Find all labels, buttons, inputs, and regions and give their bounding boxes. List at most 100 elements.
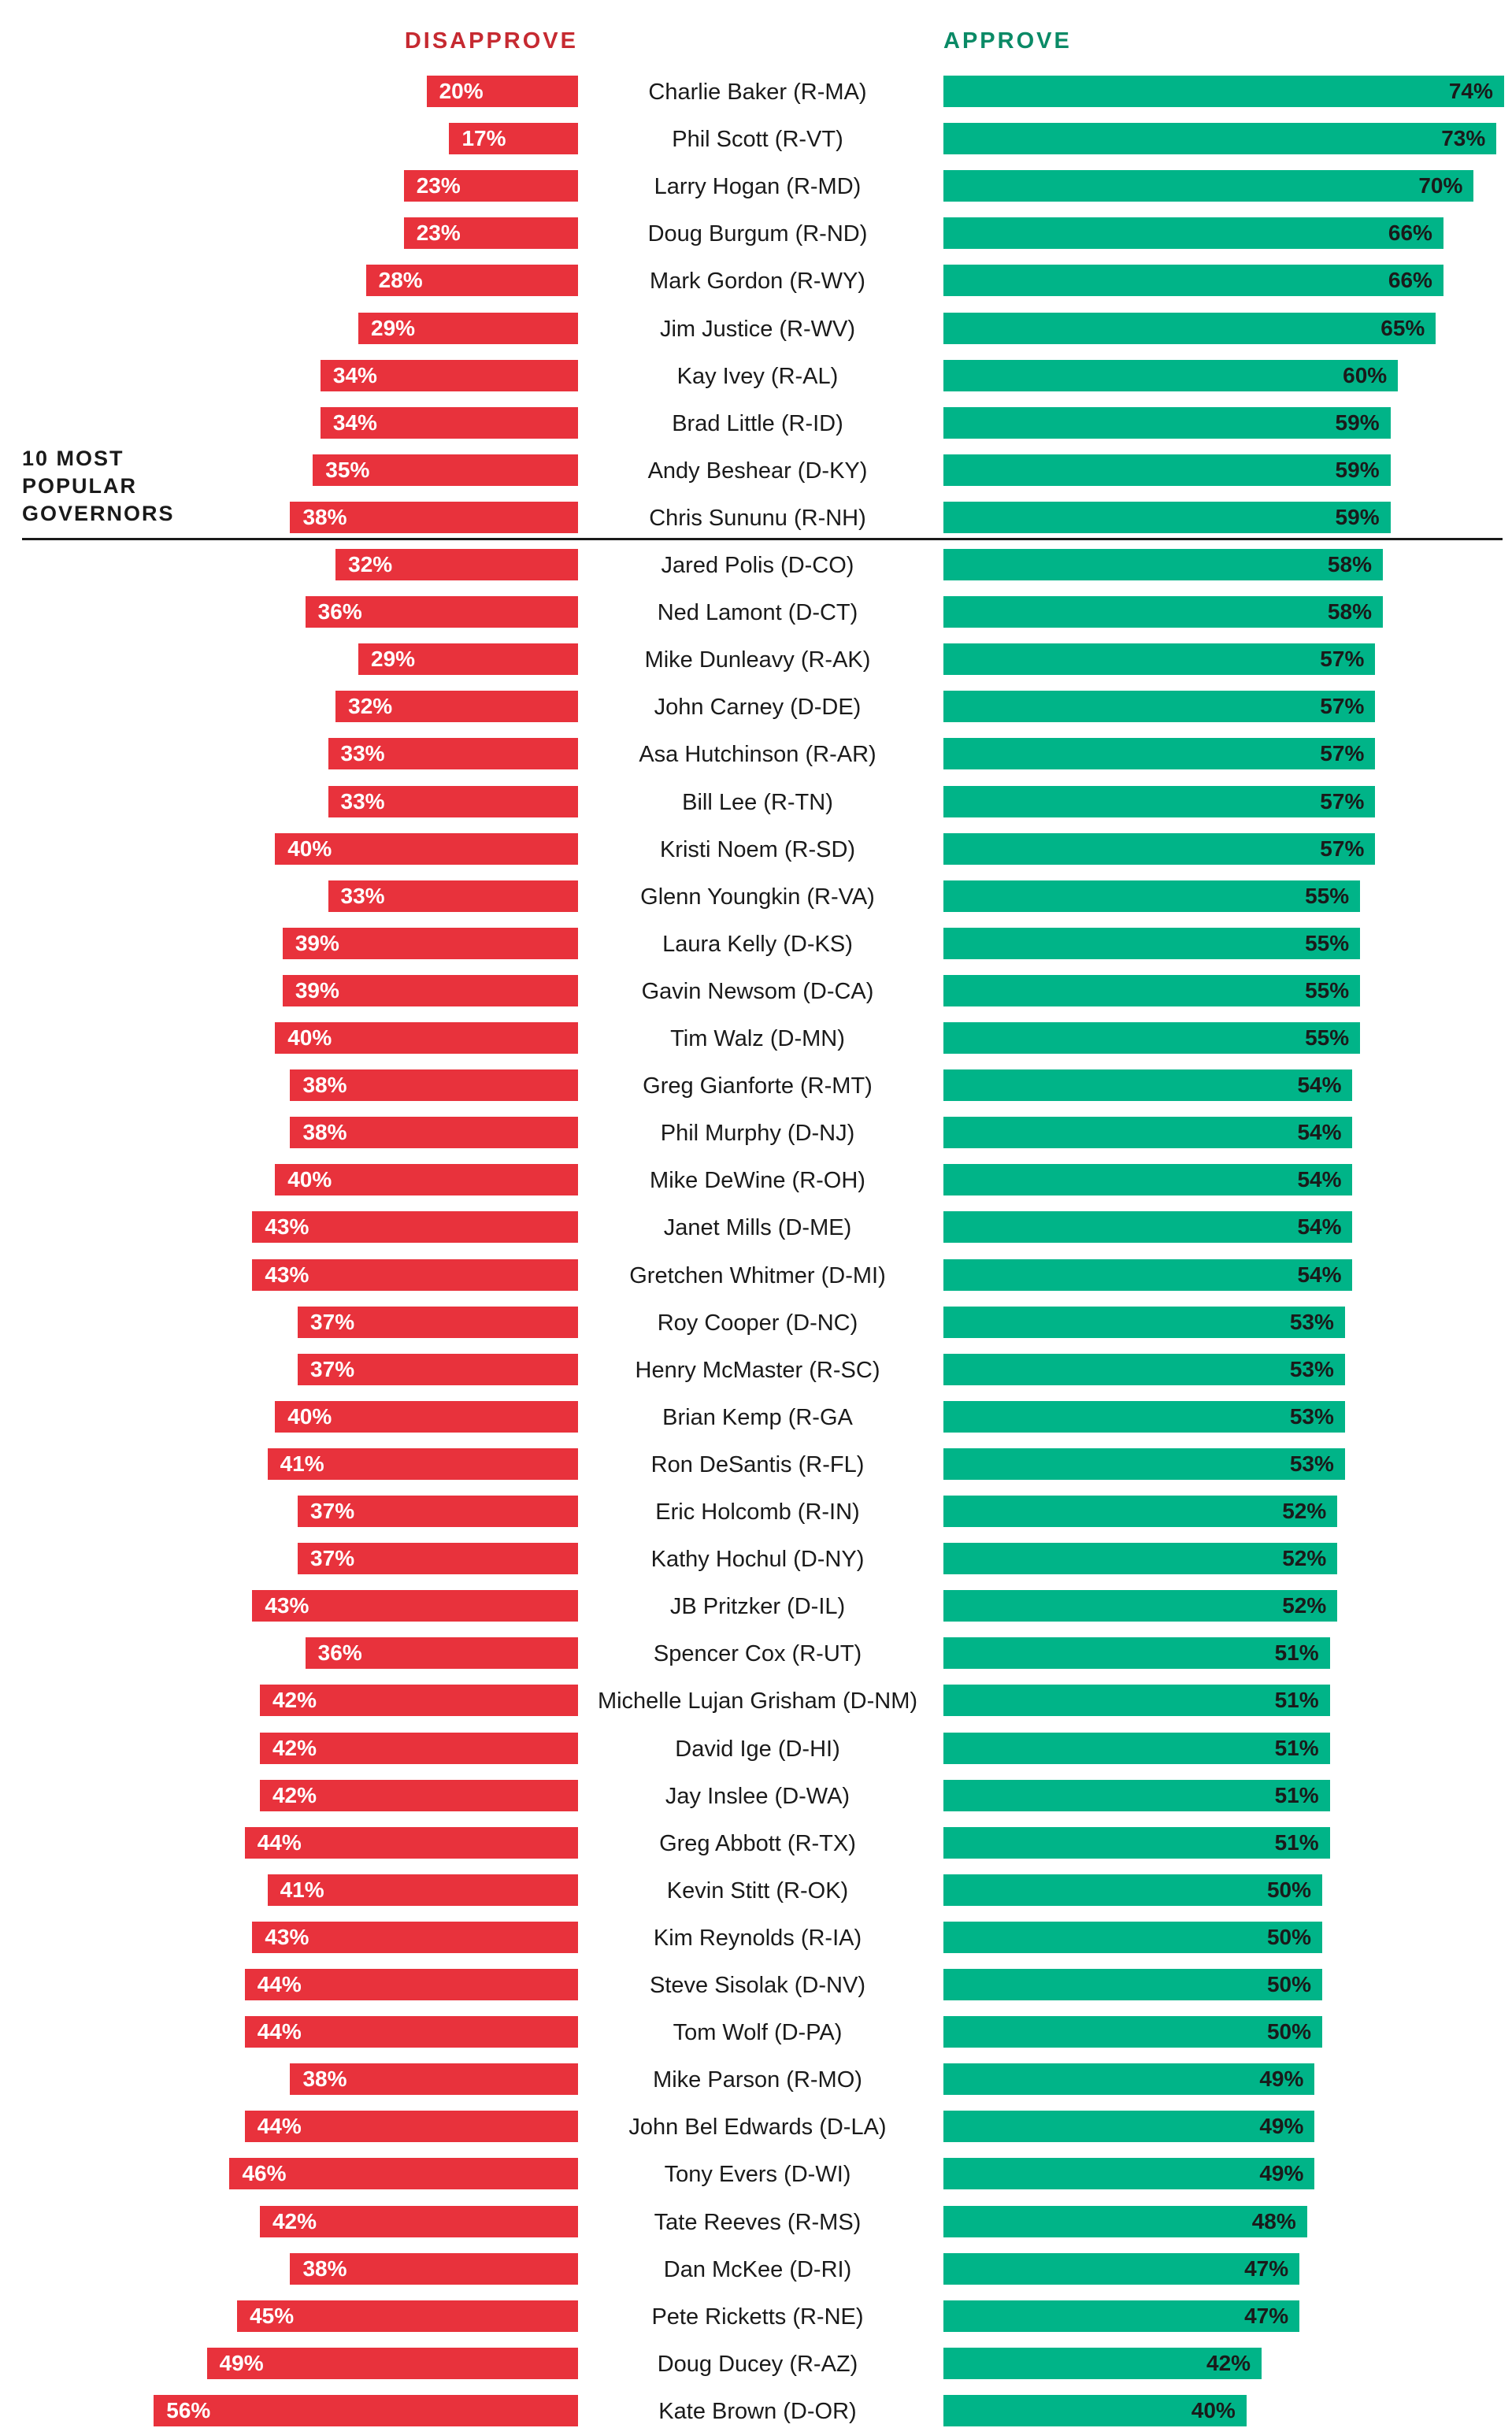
governor-row: 23% Larry Hogan (R-MD) 70% [0, 170, 1512, 202]
approve-bar [943, 2205, 1307, 2237]
disapprove-bar [305, 1637, 578, 1670]
approve-value: 66% [1388, 221, 1432, 246]
disapprove-bar [335, 691, 578, 723]
disapprove-bar [206, 2347, 578, 2379]
disapprove-bar [267, 1448, 578, 1480]
approve-bar [943, 2111, 1315, 2143]
approve-value: 66% [1388, 268, 1432, 293]
governor-name: Tate Reeves (R-MS) [654, 2209, 862, 2235]
approve-bar [943, 265, 1443, 297]
disapprove-value: 32% [348, 694, 393, 719]
approve-value: 55% [1305, 883, 1350, 908]
approve-bar [943, 1543, 1338, 1575]
disapprove-bar [335, 549, 578, 580]
disapprove-bar [313, 454, 578, 486]
governor-name: Charlie Baker (R-MA) [648, 80, 867, 105]
most-popular-label: 10 MOST POPULAR GOVERNORS [22, 445, 175, 528]
approve-value: 54% [1297, 1073, 1342, 1098]
approve-value: 47% [1244, 2303, 1289, 2328]
governor-row: 34% Brad Little (R-ID) 59% [0, 406, 1512, 439]
approve-value: 55% [1305, 930, 1350, 955]
approve-value: 54% [1297, 1120, 1342, 1145]
approve-bar [943, 1069, 1353, 1102]
governor-name: Dan McKee (D-RI) [663, 2256, 852, 2282]
approve-value: 51% [1274, 1688, 1319, 1713]
approve-value: 54% [1297, 1214, 1342, 1240]
disapprove-bar [282, 927, 578, 959]
governor-name: Brian Kemp (R-GA [662, 1404, 853, 1430]
approve-value: 57% [1320, 741, 1365, 766]
disapprove-value: 38% [302, 504, 347, 529]
disapprove-value: 37% [310, 1309, 355, 1334]
disapprove-bar [252, 1921, 578, 1953]
approve-bar [943, 1306, 1345, 1338]
disapprove-bar [259, 1732, 578, 1764]
governor-row: 35% Andy Beshear (D-KY) 59% [0, 454, 1512, 486]
governor-row: 29% Mike Dunleavy (R-AK) 57% [0, 643, 1512, 676]
approve-value: 57% [1320, 788, 1365, 814]
disapprove-value: 41% [280, 1877, 324, 1902]
approve-bar [943, 1969, 1322, 2000]
governor-name: Kate Brown (D-OR) [658, 2398, 857, 2424]
governor-name: Greg Abbott (R-TX) [659, 1830, 856, 1856]
approve-bar [943, 974, 1361, 1006]
disapprove-value: 37% [310, 1499, 355, 1523]
disapprove-bar [252, 1211, 578, 1244]
governor-row: 56% Kate Brown (D-OR) 40% [0, 2394, 1512, 2426]
approve-bar [943, 832, 1376, 865]
disapprove-value: 33% [340, 741, 385, 766]
disapprove-value: 39% [295, 977, 339, 1003]
approve-value: 50% [1266, 2019, 1311, 2044]
disapprove-value: 29% [371, 315, 416, 340]
approve-bar [943, 1353, 1345, 1385]
disapprove-bar [290, 2063, 578, 2096]
approve-value: 49% [1259, 2161, 1304, 2186]
disapprove-value: 43% [265, 1214, 309, 1240]
approve-value: 55% [1305, 977, 1350, 1003]
approve-bar [943, 1779, 1330, 1811]
disapprove-value: 45% [250, 2303, 295, 2328]
disapprove-bar [275, 832, 578, 865]
approve-bar [943, 1732, 1330, 1764]
governor-name: Andy Beshear (D-KY) [647, 458, 868, 484]
disapprove-value: 40% [287, 1167, 332, 1192]
governor-row: 28% Mark Gordon (R-WY) 66% [0, 265, 1512, 297]
governor-name: Brad Little (R-ID) [672, 410, 843, 436]
governor-name: Jay Inslee (D-WA) [665, 1783, 850, 1809]
disapprove-bar [449, 123, 578, 155]
approve-bar [943, 1590, 1338, 1622]
approve-value: 59% [1335, 504, 1380, 529]
governor-row: 42% Tate Reeves (R-MS) 48% [0, 2205, 1512, 2237]
governor-row: 33% Glenn Youngkin (R-VA) 55% [0, 880, 1512, 912]
disapprove-value: 20% [439, 79, 484, 103]
disapprove-bar [259, 1779, 578, 1811]
approve-bar [943, 1164, 1353, 1196]
approve-value: 70% [1418, 173, 1463, 198]
disapprove-bar [290, 2252, 578, 2285]
governor-row: 41% Ron DeSantis (R-FL) 53% [0, 1448, 1512, 1480]
governor-row: 41% Kevin Stitt (R-OK) 50% [0, 1874, 1512, 1906]
governor-row: 17% Phil Scott (R-VT) 73% [0, 123, 1512, 155]
approve-value: 50% [1266, 1877, 1311, 1902]
disapprove-value: 43% [265, 1593, 309, 1618]
disapprove-value: 33% [340, 788, 385, 814]
governor-name: Gavin Newsom (D-CA) [641, 978, 874, 1004]
governor-row: 39% Gavin Newsom (D-CA) 55% [0, 974, 1512, 1006]
most-popular-label-line-3: GOVERNORS [22, 502, 175, 525]
approve-bar [943, 1826, 1330, 1859]
disapprove-value: 17% [461, 126, 506, 151]
disapprove-value: 37% [310, 1546, 355, 1571]
disapprove-header: DISAPPROVE [404, 28, 578, 54]
disapprove-value: 44% [257, 1972, 302, 1996]
governor-name: Roy Cooper (D-NC) [657, 1310, 858, 1336]
governor-name: John Bel Edwards (D-LA) [628, 2115, 887, 2141]
governor-row: 38% Phil Murphy (D-NJ) 54% [0, 1117, 1512, 1149]
governor-row: 36% Spencer Cox (R-UT) 51% [0, 1637, 1512, 1670]
approve-value: 48% [1251, 2208, 1296, 2233]
disapprove-value: 38% [302, 2256, 347, 2281]
approve-bar [943, 123, 1497, 155]
approve-bar [943, 2300, 1300, 2332]
disapprove-value: 56% [166, 2397, 211, 2422]
approve-bar [943, 1448, 1345, 1480]
disapprove-bar [275, 1164, 578, 1196]
